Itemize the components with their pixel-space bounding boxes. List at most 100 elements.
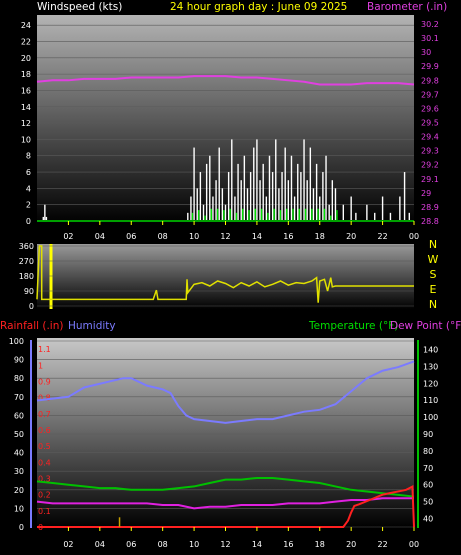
- bottom-x-tick-label: 08: [158, 540, 168, 549]
- rainfall-tick-label: 0.8: [38, 394, 51, 403]
- temperature-tick-label: 40: [423, 515, 433, 524]
- barometer-tick-label: 30.2: [421, 20, 439, 29]
- temperature-tick-label: 70: [423, 464, 433, 473]
- bottom-x-tick-label: 18: [315, 540, 325, 549]
- bottom-x-tick-label: 20: [346, 540, 356, 549]
- bottom-plot-area: [37, 338, 414, 528]
- humidity-line: [36, 360, 415, 424]
- rainfall-tick-label: 1.1: [38, 345, 51, 354]
- barometer-tick-label: 29.7: [421, 90, 439, 99]
- rainfall-tick-label: 1: [38, 361, 43, 370]
- direction-tick-label: 0: [29, 302, 34, 311]
- compass-label: N: [429, 238, 437, 251]
- windspeed-tick-label: 24: [21, 21, 31, 30]
- compass-label: E: [430, 283, 437, 296]
- temperature-label: Temperature (°F): [308, 320, 398, 332]
- windspeed-tick-label: 10: [21, 135, 31, 144]
- windspeed-tick-label: 22: [21, 37, 31, 46]
- windspeed-tick-label: 20: [21, 54, 31, 63]
- bottom-x-tick-label: 22: [377, 540, 387, 549]
- bottom-x-tick-label: 10: [189, 540, 199, 549]
- humidity-tick-label: 90: [14, 356, 24, 365]
- bottom-x-tick-label: 00: [409, 540, 419, 549]
- barometer-label: Barometer (.in): [367, 1, 447, 13]
- temperature-line: [36, 476, 415, 498]
- rainfall-tick-label: 0.1: [38, 507, 51, 516]
- humidity-tick-label: 0: [19, 523, 24, 532]
- windspeed-tick-label: 2: [26, 201, 31, 210]
- rainfall-tick-label: 0.4: [38, 458, 51, 467]
- windspeed-x-tick-label: 02: [63, 232, 73, 241]
- bottom-x-tick-label: 12: [220, 540, 230, 549]
- windspeed-label: Windspeed (kts): [37, 1, 122, 13]
- windspeed-x-tick-label: 12: [220, 232, 230, 241]
- humidity-tick-label: 10: [14, 504, 24, 513]
- direction-y-axis: 0 90 180 270 360: [19, 242, 414, 311]
- barometer-tick-label: 30: [421, 48, 431, 57]
- barometer-line: [36, 75, 415, 86]
- barometer-tick-label: 29.4: [421, 133, 439, 142]
- bottom-x-tick-label: 02: [63, 540, 73, 549]
- dewpoint-line: [36, 497, 414, 510]
- humidity-label: Humidity: [68, 320, 116, 332]
- rainfall-tick-label: 0.5: [38, 442, 51, 451]
- windspeed-x-tick-label: 06: [126, 232, 136, 241]
- temperature-tick-label: 90: [423, 430, 433, 439]
- humidity-tick-label: 20: [14, 486, 24, 495]
- rainfall-tick-label: 0.3: [38, 474, 51, 483]
- barometer-tick-label: 28.8: [421, 217, 439, 226]
- temperature-y-axis: 40 50 60 70 80 90 100 110 120 130 140: [423, 345, 438, 523]
- windspeed-tick-label: 18: [21, 70, 31, 79]
- windspeed-bars: [42, 139, 410, 221]
- humidity-tick-label: 40: [14, 449, 24, 458]
- windspeed-x-tick-label: 10: [189, 232, 199, 241]
- barometer-tick-label: 29.3: [421, 147, 439, 156]
- rainfall-tick-label: 0.9: [38, 377, 51, 386]
- bottom-x-tick-label: 06: [126, 540, 136, 549]
- temperature-tick-label: 80: [423, 447, 433, 456]
- humidity-tick-label: 30: [14, 467, 24, 476]
- windspeed-tick-label: 6: [26, 168, 31, 177]
- temperature-tick-label: 110: [423, 396, 438, 405]
- windspeed-x-tick-label: 20: [346, 232, 356, 241]
- barometer-tick-label: 29.5: [421, 119, 439, 128]
- direction-tick-label: 90: [24, 287, 34, 296]
- humidity-tick-label: 100: [9, 337, 24, 346]
- rainfall-tick-label: 0.6: [38, 426, 51, 435]
- windspeed-tick-label: 16: [21, 86, 31, 95]
- direction-line: [36, 245, 414, 303]
- barometer-tick-label: 30.1: [421, 34, 439, 43]
- barometer-tick-label: 29: [421, 189, 431, 198]
- windspeed-x-tick-label: 08: [158, 232, 168, 241]
- windspeed-x-tick-label: 14: [252, 232, 262, 241]
- rainfall-tick-label: 0.7: [38, 410, 51, 419]
- direction-tick-label: 270: [19, 257, 34, 266]
- windspeed-tick-label: 14: [21, 103, 31, 112]
- barometer-tick-label: 28.9: [421, 203, 439, 212]
- humidity-tick-label: 50: [14, 430, 24, 439]
- compass-label: W: [428, 253, 439, 266]
- windspeed-x-tick-label: 16: [283, 232, 293, 241]
- windspeed-tick-label: 0: [26, 217, 31, 226]
- windspeed-x-tick-label: 04: [95, 232, 105, 241]
- humidity-tick-label: 70: [14, 393, 24, 402]
- windspeed-x-tick-label: 22: [377, 232, 387, 241]
- temperature-tick-label: 50: [423, 498, 433, 507]
- rainfall-tick-label: 0.2: [38, 491, 51, 500]
- temperature-tick-label: 100: [423, 413, 438, 422]
- barometer-tick-label: 29.2: [421, 161, 439, 170]
- barometer-tick-label: 29.1: [421, 175, 439, 184]
- bottom-x-tick-label: 04: [95, 540, 105, 549]
- direction-tick-label: 180: [19, 272, 34, 281]
- humidity-tick-label: 80: [14, 374, 24, 383]
- dewpoint-label: Dew Point (°F): [390, 320, 461, 332]
- temperature-tick-label: 130: [423, 362, 438, 371]
- windspeed-x-axis: 02 04 06 08 10 12 14 16 18 20 22 00: [63, 221, 419, 241]
- humidity-tick-label: 60: [14, 411, 24, 420]
- barometer-tick-label: 29.8: [421, 76, 439, 85]
- windspeed-plot-area: [37, 15, 414, 224]
- temperature-tick-label: 120: [423, 379, 438, 388]
- rainfall-line: [37, 484, 415, 528]
